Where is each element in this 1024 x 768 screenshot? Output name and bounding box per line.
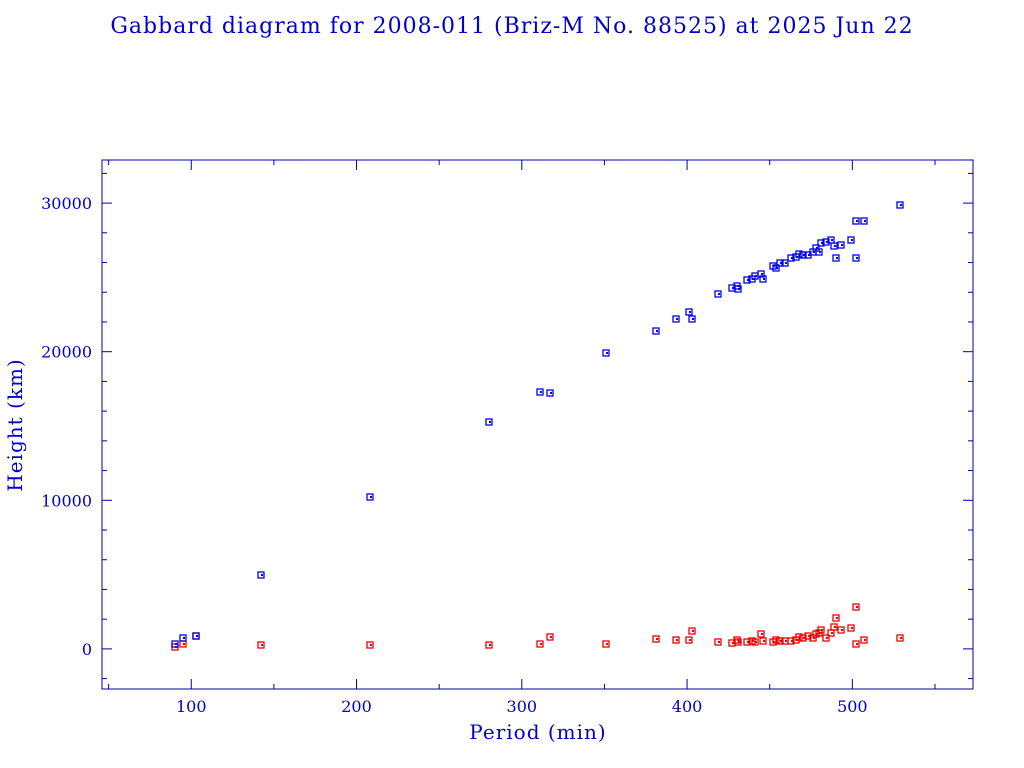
perigee-point <box>757 630 765 638</box>
perigee-point <box>688 627 696 635</box>
perigee-point <box>672 636 680 644</box>
perigee-point <box>837 626 845 634</box>
apogee-point <box>815 248 823 256</box>
x-axis-label: Period (min) <box>469 720 606 744</box>
apogee-point <box>776 259 784 267</box>
apogee-point <box>546 389 554 397</box>
perigee-point <box>896 634 904 642</box>
perigee-point <box>852 640 860 648</box>
apogee-point <box>685 308 693 316</box>
perigee-point <box>860 636 868 644</box>
perigee-point <box>485 641 493 649</box>
y-axis-label: Height (km) <box>3 358 27 491</box>
x-tick-label: 500 <box>837 697 868 716</box>
apogee-point <box>179 634 187 642</box>
apogee-point <box>485 418 493 426</box>
apogee-point <box>171 640 179 648</box>
x-tick-label: 300 <box>507 697 538 716</box>
x-tick-label: 400 <box>672 697 703 716</box>
apogee-point <box>852 217 860 225</box>
x-tick-label: 100 <box>176 697 207 716</box>
apogee-point <box>759 275 767 283</box>
apogee-point <box>837 241 845 249</box>
apogee-point <box>896 201 904 209</box>
perigee-point <box>602 640 610 648</box>
perigee-point <box>546 633 554 641</box>
apogee-point <box>799 251 807 259</box>
perigee-point <box>822 634 830 642</box>
apogee-point <box>757 270 765 278</box>
apogee-point <box>817 239 825 247</box>
apogee-point <box>860 217 868 225</box>
perigee-point <box>652 635 660 643</box>
perigee-point <box>743 638 751 646</box>
apogee-point <box>734 285 742 293</box>
perigee-point <box>817 626 825 634</box>
apogee-point <box>787 254 795 262</box>
apogee-point <box>672 315 680 323</box>
plot-frame <box>101 159 974 690</box>
perigee-point <box>847 624 855 632</box>
y-tick-label: 10000 <box>41 491 92 510</box>
apogee-point <box>192 632 200 640</box>
perigee-point <box>714 638 722 646</box>
perigee-point <box>759 637 767 645</box>
perigee-point <box>776 637 784 645</box>
perigee-point <box>830 623 838 631</box>
apogee-point <box>781 259 789 267</box>
perigee-point <box>734 638 742 646</box>
apogee-point <box>366 493 374 501</box>
apogee-point <box>852 254 860 262</box>
axis-ticks: 100 200 300 400 500 0 10000 20000 30000 <box>41 160 973 716</box>
perigee-point <box>257 641 265 649</box>
perigee-point <box>787 637 795 645</box>
apogee-point <box>602 349 610 357</box>
apogee-point <box>688 315 696 323</box>
apogee-point <box>832 254 840 262</box>
apogee-point <box>714 290 722 298</box>
perigee-point <box>536 640 544 648</box>
perigee-point <box>751 638 759 646</box>
data-points <box>171 201 904 651</box>
perigee-point <box>685 636 693 644</box>
apogee-point <box>847 236 855 244</box>
apogee-point <box>652 327 660 335</box>
apogee-point <box>822 238 830 246</box>
apogee-point <box>257 571 265 579</box>
x-tick-label: 200 <box>341 697 372 716</box>
perigee-point <box>179 640 187 648</box>
chart-title: Gabbard diagram for 2008-011 (Briz-M No.… <box>110 14 914 39</box>
y-tick-label: 20000 <box>41 343 92 362</box>
perigee-point <box>733 636 741 644</box>
perigee-point <box>799 634 807 642</box>
apogee-point <box>743 276 751 284</box>
y-tick-label: 30000 <box>41 194 92 213</box>
perigee-point <box>366 641 374 649</box>
apogee-point <box>830 242 838 250</box>
perigee-point <box>804 632 812 640</box>
perigee-point <box>852 603 860 611</box>
apogee-point <box>772 264 780 272</box>
perigee-point <box>832 614 840 622</box>
apogee-point <box>536 388 544 396</box>
y-tick-label: 0 <box>82 640 92 659</box>
